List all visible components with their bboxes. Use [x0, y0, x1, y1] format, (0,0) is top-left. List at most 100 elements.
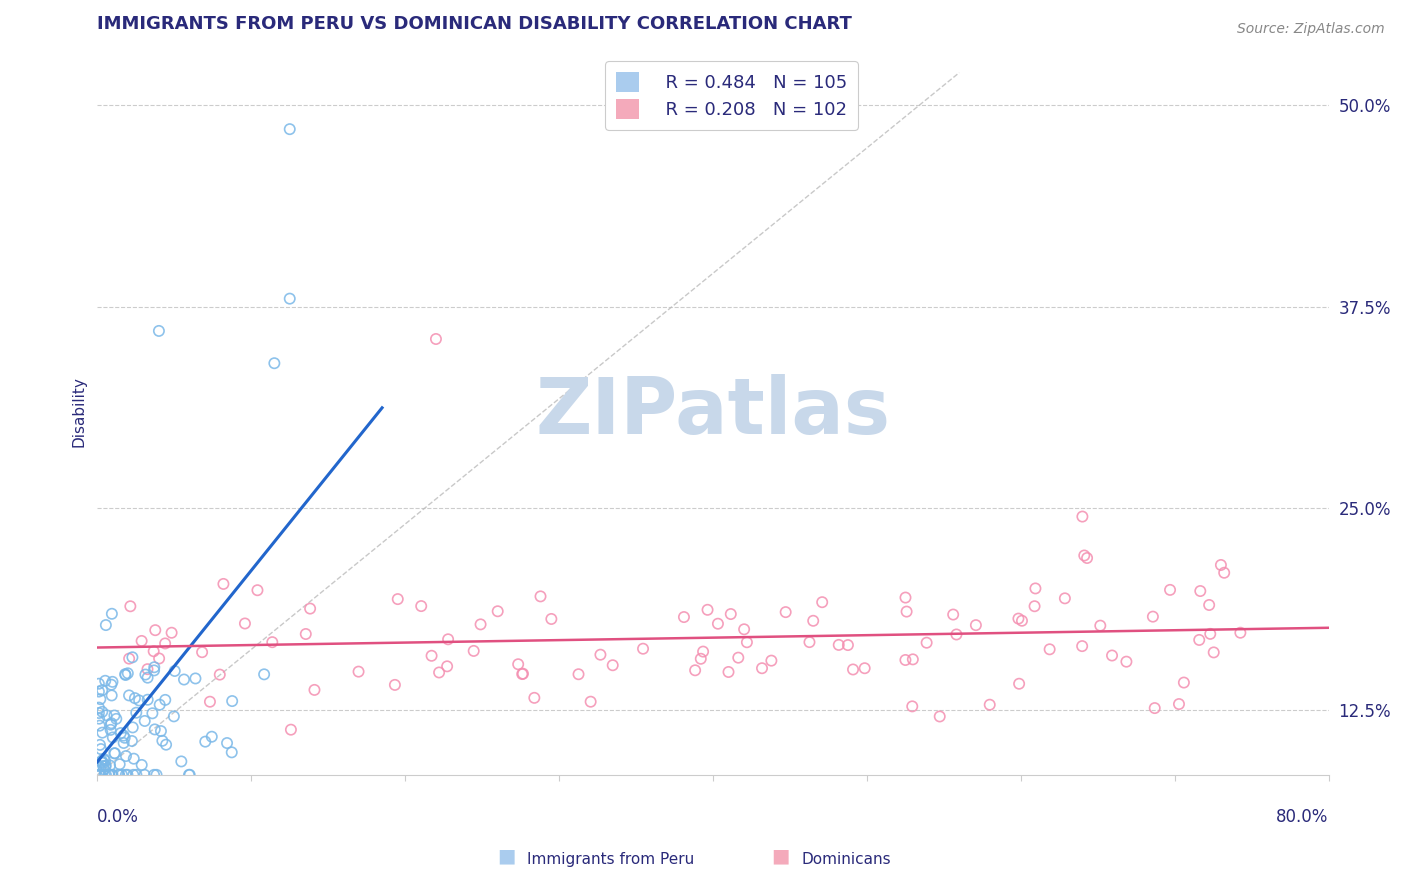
Point [148, 651, 170, 665]
Point [87, 684, 110, 698]
Point [87, 706, 110, 720]
Point [304, 682, 326, 697]
Point [717, 665, 740, 679]
Point [512, 666, 534, 681]
Point [90, 742, 112, 756]
Text: Dominicans: Dominicans [801, 852, 891, 867]
Point [149, 724, 172, 739]
Point [1198, 598, 1220, 612]
Point [101, 674, 124, 689]
Point [420, 648, 443, 663]
Point [1142, 609, 1164, 624]
Point [347, 665, 370, 679]
Point [100, 723, 122, 737]
Point [1199, 627, 1222, 641]
Point [91, 725, 114, 739]
Point [689, 652, 711, 666]
Text: Immigrants from Peru: Immigrants from Peru [527, 852, 695, 867]
Point [94, 673, 117, 688]
Point [142, 644, 165, 658]
Point [945, 627, 967, 641]
Point [979, 698, 1001, 712]
Point [735, 635, 758, 649]
Point [143, 723, 166, 737]
Point [103, 708, 125, 723]
Legend:   R = 0.484   N = 105,   R = 0.208   N = 102: R = 0.484 N = 105, R = 0.208 N = 102 [605, 62, 858, 129]
Point [384, 678, 406, 692]
Point [108, 768, 131, 782]
Point [110, 726, 132, 740]
Point [1071, 639, 1094, 653]
Point [437, 632, 460, 647]
Point [853, 661, 876, 675]
Point [150, 733, 173, 747]
Point [1071, 509, 1094, 524]
Point [134, 768, 156, 782]
Point [436, 659, 458, 673]
Point [294, 627, 316, 641]
Point [93, 768, 115, 782]
Point [411, 599, 433, 613]
Point [1189, 584, 1212, 599]
Point [121, 734, 143, 748]
Point [1115, 655, 1137, 669]
Point [901, 652, 924, 666]
Point [131, 758, 153, 772]
Point [799, 635, 821, 649]
Point [120, 599, 142, 614]
Point [173, 673, 195, 687]
Point [184, 672, 207, 686]
Point [89, 692, 111, 706]
Point [801, 614, 824, 628]
Point [1024, 599, 1046, 614]
Point [1209, 558, 1232, 572]
Point [894, 653, 917, 667]
Point [112, 729, 135, 743]
Point [894, 591, 917, 605]
Point [589, 648, 612, 662]
Point [707, 616, 730, 631]
Point [111, 768, 134, 782]
Point [179, 768, 201, 782]
Point [108, 768, 131, 782]
Point [87, 759, 110, 773]
Text: 0.0%: 0.0% [97, 808, 139, 826]
Point [733, 622, 755, 636]
Point [148, 324, 170, 338]
Point [87, 677, 110, 691]
Point [263, 356, 285, 370]
Point [221, 745, 243, 759]
Point [1090, 618, 1112, 632]
Point [965, 618, 987, 632]
Point [89, 768, 111, 782]
Point [100, 717, 122, 731]
Point [425, 332, 447, 346]
Point [1229, 625, 1251, 640]
Point [121, 720, 143, 734]
Point [896, 605, 918, 619]
Point [1168, 697, 1191, 711]
Point [1011, 614, 1033, 628]
Point [253, 667, 276, 681]
Point [1173, 675, 1195, 690]
Point [761, 654, 783, 668]
Point [280, 723, 302, 737]
Point [508, 657, 530, 672]
Point [828, 638, 851, 652]
Point [108, 757, 131, 772]
Text: ZIPatlas: ZIPatlas [536, 374, 890, 450]
Point [91, 705, 114, 719]
Point [105, 712, 128, 726]
Point [1188, 632, 1211, 647]
Point [155, 738, 177, 752]
Point [87, 700, 110, 714]
Point [246, 583, 269, 598]
Point [683, 663, 706, 677]
Point [134, 714, 156, 728]
Point [94, 768, 117, 782]
Point [1008, 677, 1031, 691]
Point [149, 698, 172, 712]
Point [125, 706, 148, 720]
Point [134, 667, 156, 681]
Point [136, 692, 159, 706]
